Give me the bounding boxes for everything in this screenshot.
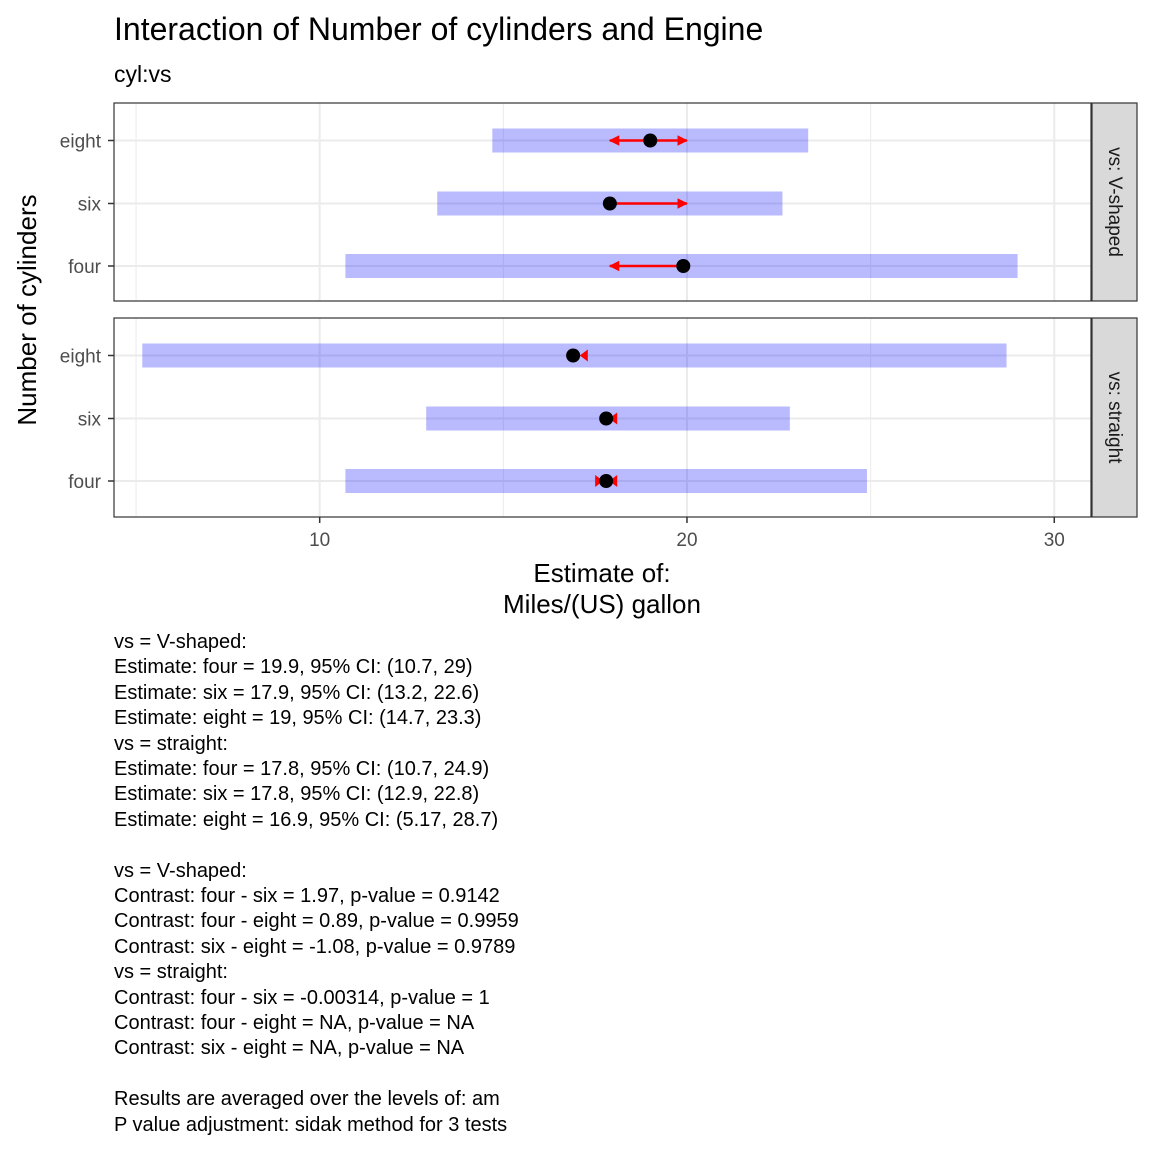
comparison-arrow-six-high [609,412,618,425]
caption-line: Estimate: four = 17.8, 95% CI: (10.7, 24… [114,758,490,781]
facet-panel-straight: eight six four vs: straight [60,317,1138,518]
caption-line: Estimate: six = 17.9, 95% CI: (13.2, 22.… [114,681,480,704]
y-tick-label-six: six [78,410,102,431]
caption-line: Contrast: four - six = 1.97, p-value = 0… [114,885,500,908]
chart-subtitle: cyl:vs [114,61,172,87]
caption-line: Estimate: eight = 16.9, 95% CI: (5.17, 2… [114,808,499,831]
estimate-point-four [599,474,614,488]
panel-border [113,317,1092,518]
estimate-point-six [602,196,617,211]
caption-line: Contrast: four - eight = 0.89, p-value =… [114,910,519,933]
caption-line: vs = V-shaped: [114,859,247,882]
facet-strip [1091,102,1138,302]
caption-line: Results are averaged over the levels of:… [114,1088,500,1111]
caption-line: Contrast: six - eight = -1.08, p-value =… [114,935,516,958]
estimate-point-eight [566,348,581,363]
y-tick-label-four: four [68,257,101,278]
summary-caption: vs = V-shaped: Estimate: four = 19.9, 95%… [114,630,519,1138]
facet-panels: eight six four vs: V-shaped eight six four vs: … [60,102,1138,518]
y-axis-label: Number of cylinders [12,194,42,425]
caption-line: vs = straight: [114,732,228,755]
facet-panel-v-shaped: eight six four vs: V-shaped [60,102,1138,302]
comparison-arrow-four-high [609,475,618,487]
caption-line: Estimate: eight = 19, 95% CI: (14.7, 23.… [114,707,482,730]
x-tick-label: 20 [676,530,697,551]
y-tick-label-eight: eight [60,132,102,153]
x-axis-label-line2: Miles/(US) gallon [503,589,701,619]
comparison-arrow-four-low [595,475,604,487]
x-tick-label: 30 [1044,530,1065,551]
caption-line: Estimate: four = 19.9, 95% CI: (10.7, 29… [114,656,473,679]
caption-line: vs = straight: [114,961,228,984]
caption-line: Contrast: six - eight = NA, p-value = NA [114,1037,465,1060]
caption-line: P value adjustment: sidak method for 3 t… [114,1113,508,1136]
facet-strip [1091,317,1138,518]
estimate-point-eight [643,133,658,148]
x-axis: 10 20 30 [309,517,1065,551]
panel-border [113,102,1092,302]
interaction-chart: Interaction of Number of cylinders and E… [12,11,1138,619]
facet-strip-label: vs: straight [1104,372,1125,465]
caption-spacer [114,1062,519,1087]
facet-strip-label: vs: V-shaped [1104,147,1125,257]
panel-background [114,103,1091,301]
caption-line: Contrast: four - eight = NA, p-value = N… [114,1012,475,1035]
caption-line: vs = V-shaped: [114,631,247,653]
comparison-arrow-eight-high [579,349,588,362]
caption-spacer [114,833,519,858]
chart-title: Interaction of Number of cylinders and E… [114,11,763,47]
caption-line: Estimate: six = 17.8, 95% CI: (12.9, 22.… [114,783,480,806]
estimate-point-four [676,259,691,273]
caption-line: Contrast: four - six = -0.00314, p-value… [114,986,490,1009]
x-axis-label-line1: Estimate of: [533,558,670,588]
x-tick-label: 10 [309,530,330,551]
y-tick-label-four: four [68,472,101,493]
y-tick-label-eight: eight [60,347,102,368]
y-tick-label-six: six [78,195,102,216]
estimate-point-six [599,411,614,426]
